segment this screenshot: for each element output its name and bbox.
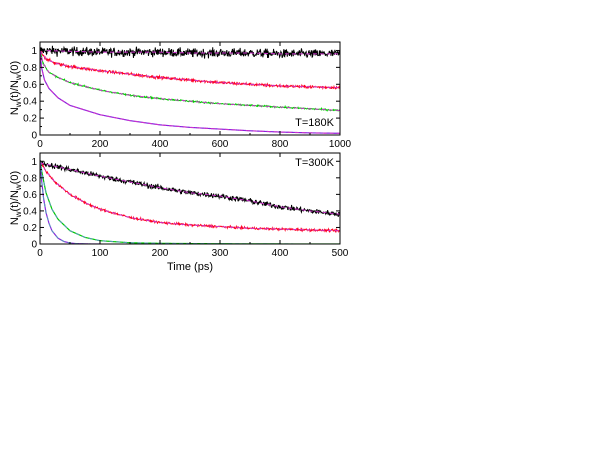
- x-tick-label-top-0: 0: [37, 139, 43, 150]
- y-tick-label-bottom-3: 0.6: [23, 190, 37, 201]
- series-line-top-0: [40, 45, 340, 59]
- y-tick-label-bottom-5: 1: [31, 157, 37, 168]
- x-tick-label-top-2: 400: [152, 139, 169, 150]
- x-tick-label-top-5: 1000: [329, 139, 352, 150]
- annotation-bottom: T=300K: [295, 157, 334, 169]
- series-line-bottom-1: [40, 161, 340, 234]
- y-tick-label-top-1: 0.2: [23, 114, 37, 125]
- x-tick-label-bottom-4: 400: [272, 248, 289, 259]
- plot-area-top: [40, 45, 340, 134]
- y-tick-label-bottom-2: 0.4: [23, 206, 37, 217]
- y-axis-label-top: Nw(t)/Nw(0): [9, 61, 23, 115]
- x-axis-label-bottom: Time (ps): [167, 261, 213, 273]
- y-axis-label-bottom: Nw(t)/Nw(0): [9, 171, 23, 225]
- y-tick-label-top-2: 0.4: [23, 97, 37, 108]
- panel-bottom: 0 0.2 0.4 0.6 0.8 1 0 100 200 300 400 500 T=300K Nw…: [9, 152, 349, 273]
- x-tick-label-bottom-0: 0: [37, 248, 43, 259]
- x-tick-label-top-3: 600: [212, 139, 229, 150]
- y-tick-label-bottom-1: 0.2: [23, 223, 37, 234]
- x-tick-label-top-1: 200: [92, 139, 109, 150]
- annotation-top: T=180K: [295, 117, 334, 129]
- y-tick-label-top-4: 0.8: [23, 63, 37, 74]
- x-tick-label-bottom-5: 500: [332, 248, 349, 259]
- series-line-top-2: [40, 50, 340, 112]
- fit-line-bottom-0: [40, 162, 340, 215]
- y-tick-label-top-3: 0.6: [23, 80, 37, 91]
- x-tick-label-bottom-1: 100: [92, 248, 109, 259]
- x-tick-label-bottom-2: 200: [152, 248, 169, 259]
- fit-line-top-1: [40, 50, 340, 89]
- x-tick-label-bottom-3: 300: [212, 248, 229, 259]
- panel-top: 0 0.2 0.4 0.6 0.8 1 0 200 400 600 800 1000 T=180K N…: [9, 41, 352, 150]
- fit-line-top-2: [40, 50, 340, 111]
- fit-line-bottom-1: [40, 161, 340, 232]
- plot-area-bottom: [40, 160, 340, 244]
- fit-line-top-3: [40, 50, 340, 134]
- y-tick-label-top-0: 0: [31, 131, 37, 142]
- ticks-top: 0 0.2 0.4 0.6 0.8 1 0 200 400 600 800 1000: [23, 41, 352, 150]
- y-tick-label-top-5: 1: [31, 46, 37, 57]
- series-line-bottom-0: [40, 160, 340, 217]
- y-tick-label-bottom-0: 0: [31, 240, 37, 251]
- y-tick-label-bottom-4: 0.8: [23, 173, 37, 184]
- series-line-top-1: [40, 50, 340, 91]
- fit-line-top-0: [40, 49, 340, 55]
- ticks-bottom: 0 0.2 0.4 0.6 0.8 1 0 100 200 300 400 500: [23, 152, 349, 259]
- x-tick-label-top-4: 800: [272, 139, 289, 150]
